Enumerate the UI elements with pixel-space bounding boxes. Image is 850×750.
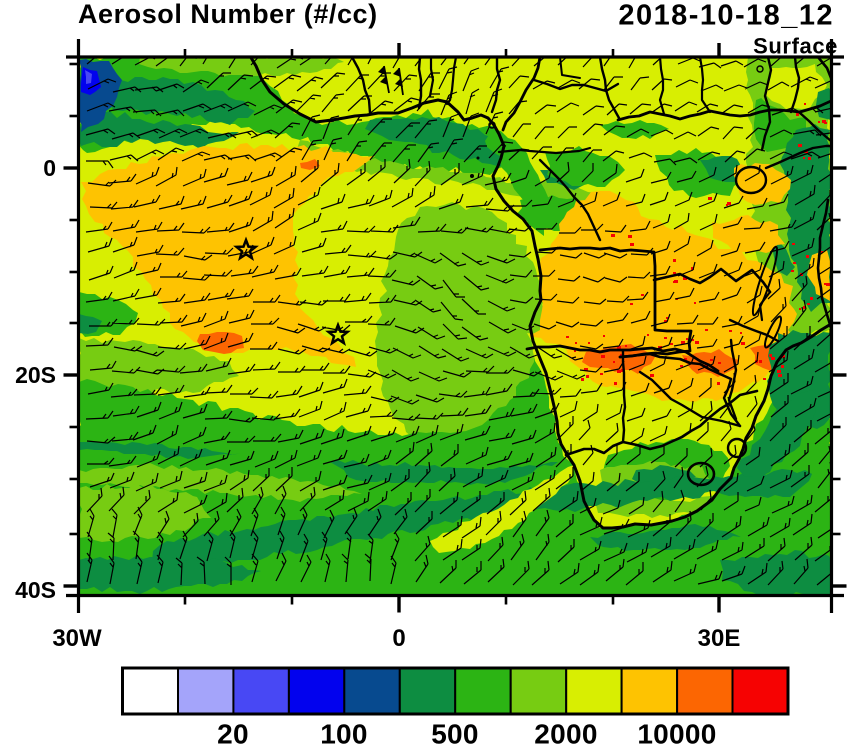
- svg-text:100: 100: [320, 719, 368, 750]
- svg-text:500: 500: [431, 719, 479, 750]
- svg-text:2018-10-18_12: 2018-10-18_12: [618, 0, 834, 32]
- svg-text:Aerosol Number (#/cc): Aerosol Number (#/cc): [78, 0, 378, 29]
- svg-text:2000: 2000: [534, 719, 598, 750]
- svg-text:Surface: Surface: [753, 34, 838, 59]
- svg-text:0: 0: [392, 625, 405, 652]
- svg-text:40S: 40S: [15, 577, 56, 603]
- svg-text:30E: 30E: [698, 625, 741, 652]
- svg-text:20S: 20S: [15, 362, 56, 388]
- svg-text:20: 20: [217, 719, 249, 750]
- svg-text:10000: 10000: [637, 719, 716, 750]
- svg-text:30W: 30W: [52, 625, 102, 652]
- svg-text:0: 0: [43, 155, 56, 181]
